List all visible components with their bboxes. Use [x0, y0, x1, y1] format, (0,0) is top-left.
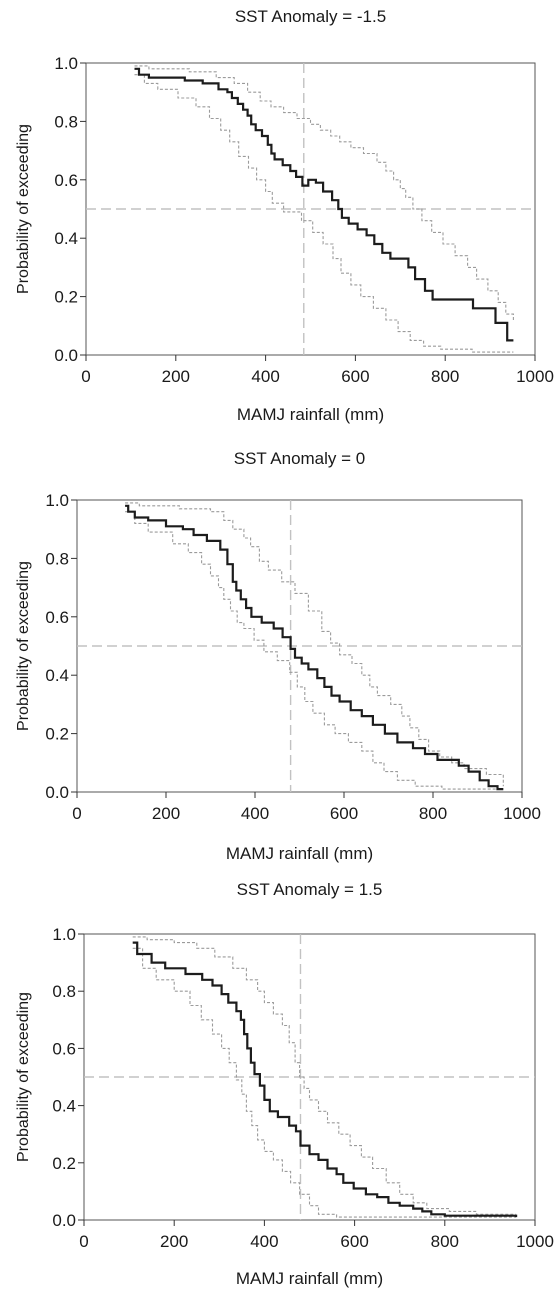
y-tick-label: 0.2	[52, 1154, 76, 1173]
x-tick-label: 400	[250, 1232, 278, 1251]
x-tick-label: 0	[79, 1232, 88, 1251]
y-tick-label: 0.8	[54, 112, 78, 131]
y-tick-label: 0.0	[45, 783, 69, 802]
chart-3: SST Anomaly = 1.5 0 200 400 600 800 1000 0.0 0.2…	[15, 880, 554, 1288]
y-axis-label: Probability of exceeding	[15, 992, 32, 1162]
x-tick-label: 600	[340, 1232, 368, 1251]
y-tick-label: 0.6	[45, 608, 69, 627]
x-axis-label: MAMJ rainfall (mm)	[236, 1269, 383, 1288]
chart-title: SST Anomaly = -1.5	[235, 7, 386, 26]
y-tick-label: 0.8	[52, 982, 76, 1001]
series-estimate-line	[132, 941, 518, 1218]
x-tick-label: 200	[160, 1232, 188, 1251]
x-tick-label: 1000	[503, 804, 541, 823]
x-tick-label: 200	[152, 804, 180, 823]
series-upper-line	[134, 65, 514, 320]
chart-title: SST Anomaly = 0	[234, 449, 366, 468]
y-tick-label: 0.6	[54, 171, 78, 190]
x-tick-label: 400	[241, 804, 269, 823]
x-tick-label: 1000	[516, 367, 554, 386]
series-lower-line	[125, 511, 504, 790]
x-tick-label: 600	[341, 367, 369, 386]
x-tick-label: 0	[81, 367, 90, 386]
y-tick-label: 0.0	[54, 346, 78, 365]
x-tick-label: 1000	[516, 1232, 554, 1251]
chart-2: SST Anomaly = 0 0 200 400 600 800 1000 0.0 0.2 0.…	[15, 449, 541, 863]
y-tick-label: 1.0	[45, 491, 69, 510]
x-tick-label: 600	[330, 804, 358, 823]
y-tick-label: 0.2	[45, 725, 69, 744]
chart-title: SST Anomaly = 1.5	[237, 880, 383, 899]
x-axis-label: MAMJ rainfall (mm)	[226, 844, 373, 863]
x-tick-label: 800	[431, 1232, 459, 1251]
y-tick-label: 0.2	[54, 288, 78, 307]
y-tick-label: 0.4	[52, 1097, 76, 1116]
y-tick-label: 0.4	[54, 229, 78, 248]
y-tick-label: 0.0	[52, 1211, 76, 1230]
y-axis-label: Probability of exceeding	[15, 124, 32, 294]
y-tick-label: 1.0	[54, 54, 78, 73]
y-axis-label: Probability of exceeding	[15, 561, 32, 731]
series-lower-line	[132, 947, 517, 1218]
series-lower-line	[134, 74, 514, 353]
x-tick-label: 800	[419, 804, 447, 823]
y-tick-label: 0.6	[52, 1039, 76, 1058]
y-tick-label: 1.0	[52, 925, 76, 944]
y-tick-label: 0.4	[45, 666, 69, 685]
x-tick-label: 800	[431, 367, 459, 386]
series-estimate-line	[134, 67, 514, 342]
x-tick-label: 400	[251, 367, 279, 386]
x-axis-label: MAMJ rainfall (mm)	[237, 405, 384, 424]
chart-1: SST Anomaly = -1.5 0 200 400 600 800 1000 0.0 0.…	[15, 7, 554, 424]
series-estimate-line	[125, 504, 504, 791]
y-tick-label: 0.8	[45, 549, 69, 568]
series-upper-line	[125, 502, 504, 787]
x-tick-label: 0	[72, 804, 81, 823]
x-tick-label: 200	[162, 367, 190, 386]
series-upper-line	[132, 936, 517, 1215]
